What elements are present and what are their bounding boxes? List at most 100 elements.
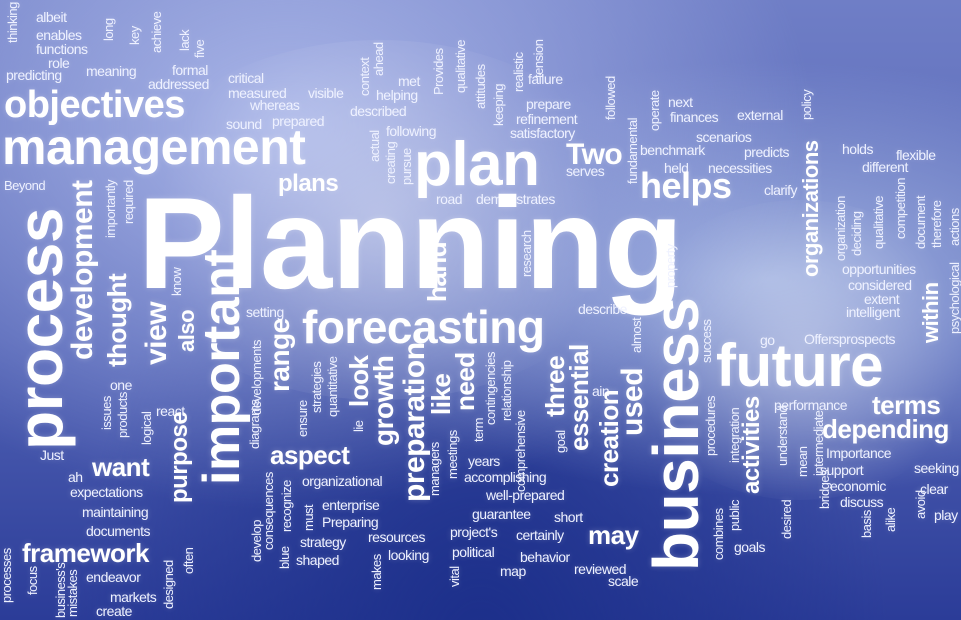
word-clarify: clarify <box>764 182 798 198</box>
word-intelligent: intelligent <box>846 304 900 320</box>
word-logical: logical <box>139 411 154 445</box>
word-management: management <box>2 119 306 175</box>
word-property: property <box>663 244 678 288</box>
word-ahead: ahead <box>371 42 386 76</box>
word-process: process <box>4 208 76 450</box>
word-mistakes: mistakes <box>65 569 80 617</box>
word-behavior: behavior <box>520 549 570 565</box>
word-range: range <box>264 318 295 392</box>
word-helping: helping <box>376 87 418 103</box>
word-terms: terms <box>872 390 941 420</box>
word-context: context <box>357 57 372 96</box>
word-desired: desired <box>779 499 794 539</box>
word-forecasting: forecasting <box>302 301 545 353</box>
word-aspect: aspect <box>270 440 350 470</box>
word-objectives: objectives <box>4 84 185 126</box>
word-issues: issues <box>99 396 114 430</box>
word-failure: failure <box>528 71 563 87</box>
word-refinement: refinement <box>516 111 578 127</box>
word-long: long <box>101 18 116 41</box>
word-whereas: whereas <box>250 97 300 113</box>
word-qualitative: qualitative <box>453 39 468 93</box>
word-different: different <box>862 159 908 175</box>
word-meetings: meetings <box>445 430 460 479</box>
word-flexible: flexible <box>896 147 936 163</box>
word-operate: operate <box>647 90 662 131</box>
word-markets: markets <box>110 589 157 605</box>
word-years: years <box>468 453 500 469</box>
word-developments: developments <box>249 340 264 415</box>
word-create: create <box>96 603 132 619</box>
word-addressed: addressed <box>148 76 209 92</box>
word-short: short <box>554 509 583 525</box>
word-play: play <box>934 507 958 523</box>
word-project-s: project's <box>450 524 498 540</box>
word-quantitative: quantitative <box>325 356 340 418</box>
word-success: success <box>699 319 714 363</box>
word-public: public <box>727 500 742 531</box>
word-enterprise: enterprise <box>322 497 380 513</box>
word-often: often <box>181 547 196 574</box>
word-view: view <box>140 301 173 365</box>
word-managers: managers <box>427 442 442 496</box>
word-maintaining: maintaining <box>82 504 149 520</box>
word-activities: activities <box>738 396 765 494</box>
word-growth: growth <box>368 355 399 446</box>
word-road: road <box>436 191 463 207</box>
word-offersprospects: Offersprospects <box>804 331 896 347</box>
word-preparation: preparation <box>398 342 431 502</box>
word-describe: describe <box>578 301 627 317</box>
word-develop: develop <box>249 519 264 562</box>
word-term: term <box>471 418 486 442</box>
word-basis: basis <box>859 510 874 538</box>
word-qualitative: qualitative <box>871 195 886 249</box>
word-required: required <box>121 180 136 224</box>
word-hand: hand <box>422 241 452 302</box>
word-recognize: recognize <box>279 480 294 532</box>
word-well-prepared: well-prepared <box>486 487 565 503</box>
word-demonstrates: demonstrates <box>476 191 555 207</box>
word-importance: Importance <box>826 445 892 461</box>
word-ensure: ensure <box>295 400 310 437</box>
word-certainly: certainly <box>516 527 564 543</box>
word-economic: economic <box>830 478 886 494</box>
word-setting: setting <box>246 304 284 320</box>
word-may: may <box>588 520 639 550</box>
word-avoid: avoid <box>913 490 928 519</box>
word-plans: plans <box>278 170 339 197</box>
word-critical: critical <box>228 70 264 86</box>
word-essential: essential <box>564 344 594 451</box>
word-guarantee: guarantee <box>472 506 531 522</box>
word-lack: lack <box>177 29 192 51</box>
word-endeavor: endeavor <box>86 569 141 585</box>
word-goals: goals <box>734 539 765 555</box>
word-resources: resources <box>368 529 425 545</box>
word-depending: depending <box>822 414 949 444</box>
word-within: within <box>918 282 943 343</box>
word-alike: alike <box>883 507 898 532</box>
word-serves: serves <box>566 163 605 179</box>
word-plan: plan <box>414 130 540 199</box>
word-map: map <box>500 563 526 579</box>
word-framework: framework <box>22 538 150 568</box>
word-albeit: albeit <box>36 9 67 25</box>
word-combines: combines <box>711 508 726 560</box>
word-shaped: shaped <box>296 552 339 568</box>
word-goal: goal <box>553 430 568 453</box>
word-attitudes: attitudes <box>473 64 488 109</box>
word-strategy: strategy <box>300 534 346 550</box>
word-realistic: realistic <box>511 52 526 92</box>
word-five: five <box>192 39 207 58</box>
word-research: research <box>519 230 534 277</box>
word-contingencies: contingencies <box>483 352 498 425</box>
word-understand: understand <box>775 405 790 466</box>
word-focus: focus <box>25 566 40 595</box>
word-two: Two <box>566 138 623 171</box>
word-scenarios: scenarios <box>696 129 752 145</box>
word-react: react <box>156 403 185 419</box>
word-opportunities: opportunities <box>842 261 916 277</box>
word-clear: clear <box>920 481 948 497</box>
word-political: political <box>452 544 495 560</box>
word-finances: finances <box>670 109 719 125</box>
